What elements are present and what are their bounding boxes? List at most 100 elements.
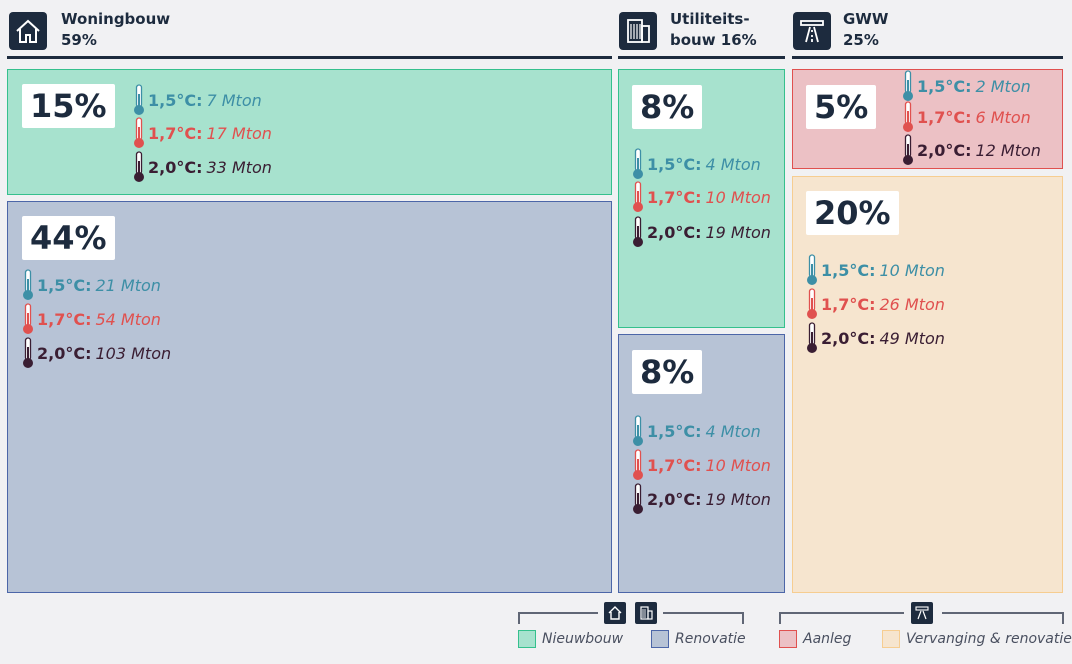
share-label: 8%	[632, 350, 703, 394]
scenario-value: 19 Mton	[705, 222, 771, 242]
house-icon	[9, 12, 47, 50]
scenario-label: 2,0°C:	[647, 489, 702, 509]
scenario-label: 1,7°C:	[148, 123, 203, 143]
scenario-label: 2,0°C:	[917, 140, 972, 160]
thermometer-icon	[134, 117, 144, 148]
road-bridge-icon	[793, 12, 831, 50]
scenario-value: 54 Mton	[95, 309, 161, 329]
scenario-value: 33 Mton	[206, 157, 272, 177]
legend-renovatie: Renovatie	[651, 630, 746, 648]
scenario-label: 1,5°C:	[821, 260, 876, 280]
scenario-row-s20: 2,0°C: 19 Mton	[632, 216, 771, 248]
legend-bracket	[779, 612, 781, 624]
thermometer-icon	[633, 148, 643, 179]
thermometer-icon	[807, 322, 817, 353]
legend-vervanging: Vervanging & renovatie	[882, 630, 1072, 648]
scenario-label: 1,5°C:	[37, 275, 92, 295]
share-label: 20%	[806, 191, 899, 235]
thermometer-icon	[633, 415, 643, 446]
scenario-label: 2,0°C:	[821, 328, 876, 348]
scenario-row-s15: 1,5°C: 7 Mton	[133, 84, 262, 116]
scenario-label: 1,5°C:	[647, 154, 702, 174]
scenario-value: 6 Mton	[975, 107, 1031, 127]
legend-label-aanleg: Aanleg	[803, 631, 852, 647]
scenario-value: 10 Mton	[705, 455, 771, 475]
thermometer-icon	[633, 483, 643, 514]
scenario-row-s17: 1,7°C: 6 Mton	[902, 101, 1031, 133]
thermometer-icon	[633, 449, 643, 480]
header-woningbouw: Woningbouw 59%	[61, 9, 170, 51]
share-label: 8%	[632, 85, 703, 129]
legend-bracket	[942, 612, 1063, 614]
treemap-block-gww-vervanging-renovatie	[792, 176, 1063, 593]
scenario-value: 4 Mton	[705, 421, 761, 441]
legend-bracket	[518, 612, 598, 614]
scenario-value: 4 Mton	[705, 154, 761, 174]
legend-bracket	[518, 612, 520, 624]
thermometer-icon	[23, 303, 33, 334]
scenario-row-s20: 2,0°C: 12 Mton	[902, 134, 1041, 166]
legend-label-nieuwbouw: Nieuwbouw	[542, 631, 624, 647]
legend-aanleg: Aanleg	[779, 630, 851, 648]
scenario-value: 19 Mton	[705, 489, 771, 509]
scenario-label: 1,5°C:	[647, 421, 702, 441]
scenario-row-s15: 1,5°C: 10 Mton	[806, 254, 945, 286]
header-woningbouw-share: 59%	[61, 31, 97, 49]
scenario-row-s15: 1,5°C: 21 Mton	[22, 269, 161, 301]
scenario-row-s17: 1,7°C: 26 Mton	[806, 288, 945, 320]
legend-bracket	[779, 612, 904, 614]
office-building-icon	[635, 602, 657, 624]
scenario-value: 26 Mton	[879, 294, 945, 314]
legend-swatch-nieuwbouw	[518, 630, 536, 648]
scenario-value: 12 Mton	[975, 140, 1041, 160]
header-utiliteitsbouw-share: bouw 16%	[670, 31, 757, 49]
header-gww-share: 25%	[843, 31, 879, 49]
scenario-label: 1,7°C:	[647, 187, 702, 207]
scenario-row-s17: 1,7°C: 10 Mton	[632, 181, 771, 213]
header-gww-rule	[792, 56, 1063, 59]
thermometer-icon	[903, 134, 913, 165]
share-label: 5%	[806, 85, 877, 129]
header-gww: GWW 25%	[843, 9, 888, 51]
scenario-value: 7 Mton	[206, 90, 262, 110]
legend-bracket	[742, 612, 744, 624]
header-utiliteitsbouw-title: Utiliteits-	[670, 10, 750, 28]
share-label: 44%	[22, 216, 115, 260]
scenario-label: 1,7°C:	[917, 107, 972, 127]
scenario-label: 1,5°C:	[917, 76, 972, 96]
scenario-label: 1,7°C:	[821, 294, 876, 314]
scenario-row-s17: 1,7°C: 17 Mton	[133, 117, 272, 149]
header-utiliteitsbouw-rule	[618, 56, 785, 59]
scenario-value: 21 Mton	[95, 275, 161, 295]
legend-label-vervanging: Vervanging & renovatie	[906, 631, 1072, 647]
scenario-label: 2,0°C:	[647, 222, 702, 242]
treemap-block-woningbouw-nieuwbouw	[7, 69, 612, 195]
share-label: 15%	[22, 84, 115, 128]
thermometer-icon	[903, 70, 913, 101]
legend-nieuwbouw: Nieuwbouw	[518, 630, 623, 648]
legend-bracket	[663, 612, 743, 614]
header-gww-title: GWW	[843, 10, 889, 28]
scenario-value: 17 Mton	[206, 123, 272, 143]
scenario-row-s20: 2,0°C: 19 Mton	[632, 483, 771, 515]
scenario-label: 1,5°C:	[148, 90, 203, 110]
treemap-block-woningbouw-renovatie	[7, 201, 612, 593]
scenario-label: 2,0°C:	[37, 343, 92, 363]
header-woningbouw-rule	[7, 56, 612, 59]
scenario-value: 10 Mton	[705, 187, 771, 207]
scenario-value: 2 Mton	[975, 76, 1031, 96]
thermometer-icon	[134, 84, 144, 115]
scenario-row-s15: 1,5°C: 4 Mton	[632, 415, 761, 447]
legend-bracket	[1062, 612, 1064, 624]
scenario-label: 1,7°C:	[647, 455, 702, 475]
house-icon	[604, 602, 626, 624]
scenario-value: 10 Mton	[879, 260, 945, 280]
thermometer-icon	[633, 216, 643, 247]
scenario-label: 2,0°C:	[148, 157, 203, 177]
road-bridge-icon	[911, 602, 933, 624]
thermometer-icon	[23, 337, 33, 368]
thermometer-icon	[633, 181, 643, 212]
thermometer-icon	[807, 254, 817, 285]
legend-swatch-aanleg	[779, 630, 797, 648]
legend-swatch-renovatie	[651, 630, 669, 648]
